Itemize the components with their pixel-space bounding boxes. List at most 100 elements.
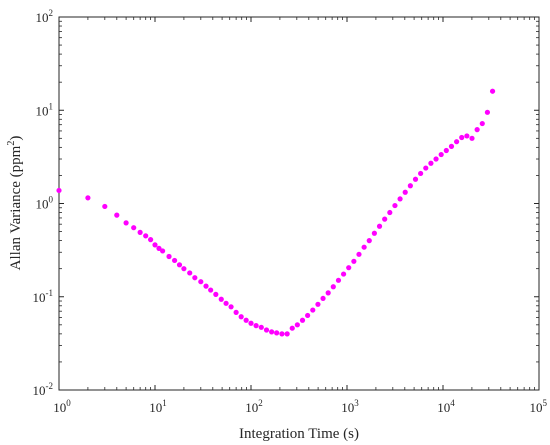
data-point	[387, 209, 393, 216]
data-point	[233, 309, 239, 315]
y-axis-label-main: Allan Variance (ppm	[8, 145, 24, 270]
data-point	[320, 295, 326, 302]
data-point	[152, 242, 158, 248]
x-axis: 100 101 102 103 104 105	[53, 17, 548, 415]
data-point	[479, 120, 485, 127]
data-point	[407, 183, 413, 189]
x-tick-label: 103	[341, 398, 359, 415]
data-point	[238, 314, 244, 320]
y-tick-label: 10-1	[33, 288, 54, 305]
x-tick-label-exponent: 2	[258, 398, 263, 408]
x-tick-label-base: 10	[245, 400, 258, 415]
data-point	[443, 147, 449, 154]
x-tick-label-base: 10	[341, 400, 354, 415]
data-point	[213, 291, 219, 297]
data-point	[269, 329, 275, 335]
data-point	[325, 290, 331, 296]
y-tick-label-exponent: -2	[46, 381, 54, 391]
x-tick-label: 104	[437, 398, 455, 415]
x-tick-label: 101	[149, 398, 167, 415]
x-tick-label-exponent: 0	[66, 398, 71, 408]
x-axis-label: Integration Time (s)	[239, 426, 359, 442]
data-point	[258, 324, 264, 330]
data-point	[464, 133, 470, 139]
data-point	[376, 223, 383, 229]
data-point	[102, 203, 108, 210]
x-tick-label-base: 10	[530, 400, 543, 415]
data-point	[402, 189, 408, 195]
x-tick-label-base: 10	[149, 400, 162, 415]
data-point	[171, 257, 178, 264]
data-point	[423, 165, 429, 171]
data-point	[279, 331, 285, 337]
data-point	[289, 325, 295, 331]
data-point	[166, 253, 172, 260]
data-point	[137, 229, 143, 235]
x-tick-label-exponent: 4	[450, 398, 455, 408]
data-point	[469, 135, 475, 141]
y-tick-label-exponent: -1	[46, 288, 54, 298]
x-tick-label-base: 10	[53, 400, 66, 415]
y-axis-label: Allan Variance (ppm2)	[6, 136, 24, 271]
data-point	[131, 225, 137, 231]
data-point	[438, 151, 444, 158]
y-tick-label-exponent: 0	[49, 195, 54, 205]
data-point	[448, 143, 455, 149]
data-point	[382, 216, 388, 222]
data-point	[187, 270, 193, 276]
y-tick-label: 10-2	[33, 381, 54, 398]
data-point	[143, 233, 149, 239]
y-tick-label-base: 10	[36, 103, 49, 118]
data-point	[253, 323, 259, 329]
data-point	[148, 237, 154, 243]
data-point	[284, 331, 290, 337]
data-point	[56, 187, 62, 194]
x-tick-label: 100	[53, 398, 71, 415]
data-point	[340, 271, 347, 277]
data-point	[371, 230, 377, 236]
y-tick-label: 102	[36, 8, 54, 25]
data-point	[315, 301, 321, 307]
data-point	[366, 238, 372, 244]
data-point	[263, 327, 270, 333]
y-tick-label-exponent: 1	[49, 101, 54, 111]
data-point	[474, 127, 480, 133]
y-tick-label-base: 10	[33, 383, 46, 398]
data-point	[114, 212, 120, 218]
data-point	[335, 277, 342, 283]
data-point	[299, 317, 306, 323]
data-point	[228, 304, 234, 310]
y-tick-label-exponent: 2	[49, 8, 54, 18]
data-point	[459, 134, 465, 141]
data-point	[346, 265, 352, 271]
data-point	[198, 279, 204, 285]
data-point	[418, 170, 424, 177]
data-point	[203, 283, 209, 289]
data-point	[330, 284, 336, 290]
plot-area	[58, 16, 540, 391]
y-axis-label-superscript: 2	[6, 141, 17, 146]
x-tick-label-exponent: 3	[354, 398, 359, 408]
y-tick-label-base: 10	[36, 10, 49, 25]
y-tick-label-base: 10	[36, 197, 49, 212]
y-tick-label-base: 10	[33, 290, 46, 305]
data-point	[243, 317, 249, 323]
x-tick-label: 105	[530, 398, 548, 415]
data-point	[176, 262, 183, 268]
data-point	[123, 220, 129, 226]
data-point	[412, 176, 419, 182]
data-point	[489, 88, 496, 94]
data-point	[392, 202, 398, 209]
y-tick-label: 100	[36, 195, 54, 212]
x-tick-label: 102	[245, 398, 263, 415]
data-point	[310, 307, 316, 313]
data-point	[156, 245, 162, 251]
x-tick-label-exponent: 5	[543, 398, 548, 408]
data-series	[56, 88, 496, 337]
y-tick-label: 101	[36, 101, 54, 118]
data-point	[356, 251, 362, 257]
data-point	[454, 139, 460, 145]
x-tick-label-base: 10	[437, 400, 450, 415]
